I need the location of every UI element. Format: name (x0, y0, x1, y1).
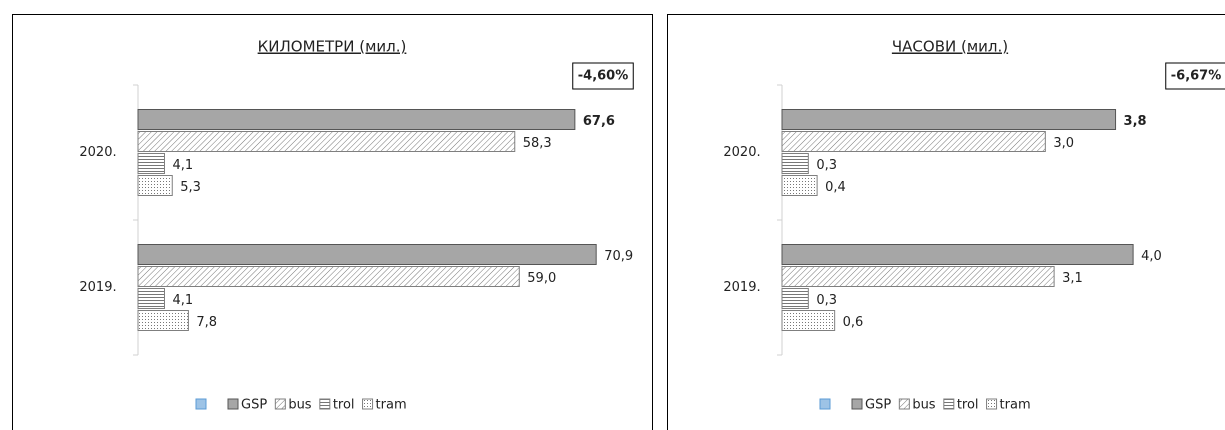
bar (137, 310, 189, 331)
category-label: 2020. (723, 145, 760, 160)
legend-label: GSP (865, 398, 891, 413)
bar (137, 131, 516, 152)
category-label: 2019. (723, 280, 760, 295)
value-label: 0,6 (843, 315, 864, 330)
legend-label: GSP (241, 398, 267, 413)
legend-swatch (986, 398, 998, 410)
category-label: 2020. (79, 145, 116, 160)
chart-title: ЧАСОВИ (мил.) (892, 38, 1008, 56)
value-label: 70,9 (604, 249, 633, 264)
chart-title: КИЛОМЕТРИ (мил.) (258, 38, 407, 56)
panel (667, 14, 1225, 430)
bar (781, 175, 818, 196)
legend-label: tram (376, 398, 407, 413)
category-label: 2019. (79, 280, 116, 295)
value-label: 0,3 (816, 293, 837, 308)
bar (137, 175, 173, 196)
legend-swatch (274, 398, 286, 410)
value-label: 4,1 (172, 293, 193, 308)
legend-swatch (227, 398, 239, 410)
value-label: 3,1 (1062, 271, 1083, 286)
bar (781, 266, 1055, 287)
bar (781, 310, 836, 331)
bar (781, 109, 1117, 130)
value-label: 0,4 (825, 180, 846, 195)
legend-label: bus (912, 398, 935, 413)
value-label: 4,0 (1141, 249, 1162, 264)
annotation: -6,67% (1171, 69, 1222, 84)
bar (137, 266, 520, 287)
annotation-box (1165, 62, 1225, 90)
value-label: 4,1 (172, 158, 193, 173)
value-label: 3,0 (1053, 136, 1074, 151)
bar (137, 153, 165, 174)
annotation: -4,60% (578, 69, 629, 84)
value-label: 7,8 (196, 315, 217, 330)
bar (781, 244, 1134, 265)
annotation-box (572, 62, 634, 90)
legend-label: trol (957, 398, 979, 413)
legend-swatch (943, 398, 955, 410)
bar (781, 153, 809, 174)
value-label: 67,6 (583, 114, 615, 129)
bar (137, 288, 165, 309)
bar (137, 244, 597, 265)
legend-label: trol (333, 398, 355, 413)
panel (12, 14, 653, 430)
bar (781, 131, 1046, 152)
bar (781, 288, 809, 309)
legend-swatch (362, 398, 374, 410)
value-label: 3,8 (1124, 114, 1147, 129)
legend-label: bus (288, 398, 311, 413)
legend-swatch (819, 398, 831, 410)
legend-swatch (195, 398, 207, 410)
value-label: 59,0 (527, 271, 556, 286)
legend-swatch (319, 398, 331, 410)
value-label: 0,3 (816, 158, 837, 173)
value-label: 58,3 (523, 136, 552, 151)
legend-swatch (851, 398, 863, 410)
legend-swatch (898, 398, 910, 410)
value-label: 5,3 (180, 180, 201, 195)
bar (137, 109, 576, 130)
legend-label: tram (1000, 398, 1031, 413)
